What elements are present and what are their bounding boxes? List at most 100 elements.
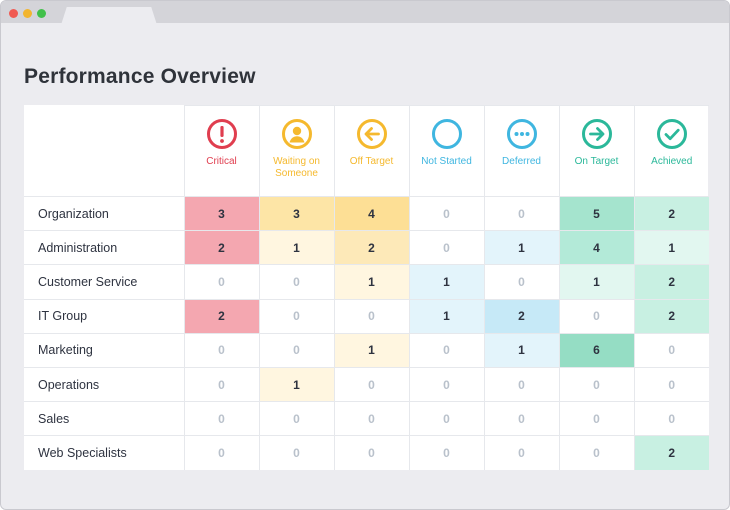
- table-body: Organization 3 3 4 0 0 5 2 Administration 2 1 2 0 1 4 1…: [24, 195, 709, 470]
- row-label[interactable]: Marketing: [24, 332, 185, 368]
- column-header-on-target: On Target: [558, 105, 635, 197]
- cell-deferred[interactable]: 1: [483, 230, 560, 266]
- empty-circle-icon: [410, 118, 484, 150]
- cell-on-target[interactable]: 6: [558, 332, 635, 368]
- cell-waiting[interactable]: 1: [258, 230, 335, 266]
- cell-on-target[interactable]: 0: [558, 401, 635, 437]
- performance-table: Critical Waiting on Someone Off Target Not …: [24, 105, 709, 470]
- checkmark-circle-icon: [635, 118, 710, 150]
- table-row[interactable]: Organization 3 3 4 0 0 5 2: [24, 195, 709, 232]
- cell-not-started[interactable]: 1: [408, 298, 485, 334]
- cell-on-target[interactable]: 5: [558, 195, 635, 232]
- cell-critical[interactable]: 3: [183, 195, 260, 232]
- cell-waiting[interactable]: 0: [258, 401, 335, 437]
- cell-critical[interactable]: 0: [183, 264, 260, 300]
- tab-shelf: [1, 23, 729, 41]
- table-row[interactable]: IT Group 2 0 0 1 2 0 2: [24, 298, 709, 334]
- page-title: Performance Overview: [24, 65, 256, 88]
- column-header-label: Deferred: [502, 156, 541, 167]
- column-header-not-started: Not Started: [408, 105, 485, 197]
- table-row[interactable]: Operations 0 1 0 0 0 0 0: [24, 366, 709, 403]
- arrow-left-circle-icon: [335, 118, 409, 150]
- column-header-label: On Target: [574, 156, 619, 167]
- cell-off-target[interactable]: 0: [333, 401, 410, 437]
- table-row[interactable]: Web Specialists 0 0 0 0 0 0 2: [24, 435, 709, 470]
- column-header-label: Waiting on Someone: [273, 156, 320, 179]
- cell-on-target[interactable]: 1: [558, 264, 635, 300]
- cell-deferred[interactable]: 0: [483, 195, 560, 232]
- cell-on-target[interactable]: 4: [558, 230, 635, 266]
- cell-deferred[interactable]: 0: [483, 264, 560, 300]
- cell-off-target[interactable]: 0: [333, 298, 410, 334]
- cell-not-started[interactable]: 0: [408, 366, 485, 403]
- row-label[interactable]: IT Group: [24, 298, 185, 334]
- cell-achieved[interactable]: 0: [633, 366, 709, 403]
- table-row[interactable]: Sales 0 0 0 0 0 0 0: [24, 401, 709, 437]
- ellipsis-circle-icon: [485, 118, 559, 150]
- cell-deferred[interactable]: 0: [483, 401, 560, 437]
- row-label[interactable]: Administration: [24, 230, 185, 266]
- cell-off-target[interactable]: 0: [333, 366, 410, 403]
- cell-waiting[interactable]: 1: [258, 366, 335, 403]
- cell-waiting[interactable]: 3: [258, 195, 335, 232]
- cell-waiting[interactable]: 0: [258, 332, 335, 368]
- cell-not-started[interactable]: 0: [408, 332, 485, 368]
- cell-off-target[interactable]: 2: [333, 230, 410, 266]
- cell-not-started[interactable]: 0: [408, 401, 485, 437]
- row-label[interactable]: Customer Service: [24, 264, 185, 300]
- cell-off-target[interactable]: 0: [333, 435, 410, 470]
- cell-on-target[interactable]: 0: [558, 366, 635, 403]
- table-header-row: Critical Waiting on Someone Off Target Not …: [24, 105, 710, 197]
- cell-critical[interactable]: 0: [183, 435, 260, 470]
- row-label[interactable]: Web Specialists: [24, 435, 185, 470]
- cell-not-started[interactable]: 1: [408, 264, 485, 300]
- cell-critical[interactable]: 2: [183, 230, 260, 266]
- row-label[interactable]: Sales: [24, 401, 185, 437]
- cell-deferred[interactable]: 0: [483, 366, 560, 403]
- cell-critical[interactable]: 0: [183, 366, 260, 403]
- cell-achieved[interactable]: 2: [633, 435, 709, 470]
- minimize-window-button[interactable]: [23, 9, 32, 18]
- cell-on-target[interactable]: 0: [558, 298, 635, 334]
- cell-critical[interactable]: 2: [183, 298, 260, 334]
- cell-achieved[interactable]: 2: [633, 264, 709, 300]
- cell-waiting[interactable]: 0: [258, 435, 335, 470]
- column-header-label: Critical: [206, 156, 237, 167]
- cell-deferred[interactable]: 2: [483, 298, 560, 334]
- cell-not-started[interactable]: 0: [408, 195, 485, 232]
- column-header-waiting: Waiting on Someone: [258, 105, 335, 197]
- cell-deferred[interactable]: 0: [483, 435, 560, 470]
- cell-waiting[interactable]: 0: [258, 298, 335, 334]
- cell-off-target[interactable]: 4: [333, 195, 410, 232]
- table-row[interactable]: Customer Service 0 0 1 1 0 1 2: [24, 264, 709, 300]
- row-label[interactable]: Organization: [24, 195, 185, 232]
- cell-not-started[interactable]: 0: [408, 435, 485, 470]
- maximize-window-button[interactable]: [37, 9, 46, 18]
- browser-tab[interactable]: [61, 7, 157, 25]
- table-row[interactable]: Administration 2 1 2 0 1 4 1: [24, 230, 709, 266]
- column-header-label: Achieved: [651, 156, 693, 167]
- cell-achieved[interactable]: 0: [633, 332, 709, 368]
- cell-off-target[interactable]: 1: [333, 264, 410, 300]
- column-header-critical: Critical: [183, 105, 260, 197]
- row-label[interactable]: Operations: [24, 366, 185, 403]
- cell-critical[interactable]: 0: [183, 401, 260, 437]
- column-header-label: Not Started: [421, 156, 472, 167]
- browser-titlebar: [1, 1, 729, 41]
- cell-waiting[interactable]: 0: [258, 264, 335, 300]
- cell-achieved[interactable]: 0: [633, 401, 709, 437]
- cell-not-started[interactable]: 0: [408, 230, 485, 266]
- cell-achieved[interactable]: 2: [633, 298, 709, 334]
- table-corner: [24, 105, 185, 197]
- cell-deferred[interactable]: 1: [483, 332, 560, 368]
- column-header-achieved: Achieved: [633, 105, 710, 197]
- exclamation-circle-icon: [185, 118, 259, 150]
- cell-critical[interactable]: 0: [183, 332, 260, 368]
- cell-on-target[interactable]: 0: [558, 435, 635, 470]
- cell-achieved[interactable]: 2: [633, 195, 709, 232]
- table-row[interactable]: Marketing 0 0 1 0 1 6 0: [24, 332, 709, 368]
- cell-off-target[interactable]: 1: [333, 332, 410, 368]
- cell-achieved[interactable]: 1: [633, 230, 709, 266]
- column-header-label: Off Target: [349, 156, 394, 167]
- close-window-button[interactable]: [9, 9, 18, 18]
